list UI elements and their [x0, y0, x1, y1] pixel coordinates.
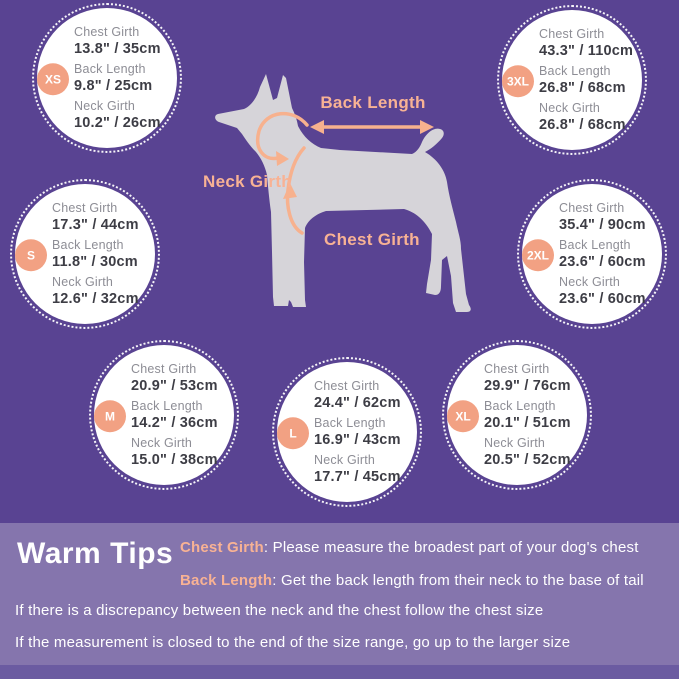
- back-length-value: 16.9" / 43cm: [314, 431, 401, 448]
- chest-girth-value: 20.9" / 53cm: [131, 377, 218, 394]
- back-length-annotation: Back Length: [320, 93, 426, 112]
- size-badge-xs: XS: [37, 63, 69, 96]
- neck-girth-label: Neck Girth: [52, 274, 114, 289]
- neck-girth-label: Neck Girth: [484, 435, 546, 450]
- neck-girth-value: 23.6" / 60cm: [559, 290, 646, 307]
- back-length-value: 23.6" / 60cm: [559, 253, 646, 270]
- chest-girth-label: Chest Girth: [539, 26, 605, 41]
- back-length-label: Back Length: [539, 63, 611, 78]
- size-circle-m: Chest Girth 20.9" / 53cm Back Length 14.…: [89, 340, 239, 490]
- chest-girth-label: Chest Girth: [484, 361, 550, 376]
- size-badge-l: L: [277, 417, 309, 450]
- tip-note-discrepancy: If there is a discrepancy between the ne…: [15, 602, 544, 619]
- dog-measurement-diagram: [215, 74, 471, 312]
- back-length-label: Back Length: [559, 237, 631, 252]
- dog-silhouette-icon: [215, 74, 471, 312]
- neck-girth-label: Neck Girth: [74, 98, 136, 113]
- footer-strip: [0, 665, 679, 679]
- neck-girth-label: Neck Girth: [131, 435, 193, 450]
- chest-girth-value: 24.4" / 62cm: [314, 394, 401, 411]
- chest-girth-label: Chest Girth: [559, 200, 625, 215]
- size-badge-2xl: 2XL: [522, 239, 554, 272]
- size-circle-xl: Chest Girth 29.9" / 76cm Back Length 20.…: [442, 340, 592, 490]
- tip-chest-girth-term: Chest Girth: [180, 539, 264, 556]
- chest-girth-value: 43.3" / 110cm: [539, 42, 634, 59]
- size-circle-xs: Chest Girth 13.8" / 35cm Back Length 9.8…: [32, 3, 182, 153]
- tip-chest-girth: Chest Girth: Please measure the broadest…: [180, 539, 639, 556]
- size-badge-xl: XL: [447, 400, 479, 433]
- chest-girth-label: Chest Girth: [131, 361, 197, 376]
- back-length-label: Back Length: [314, 415, 386, 430]
- warm-tips-heading: Warm Tips: [17, 537, 174, 570]
- back-length-label: Back Length: [131, 398, 203, 413]
- chest-girth-label: Chest Girth: [74, 24, 140, 39]
- neck-girth-label: Neck Girth: [539, 100, 601, 115]
- neck-girth-arrow: [256, 111, 309, 161]
- neck-girth-value: 17.7" / 45cm: [314, 468, 401, 485]
- chest-girth-value: 13.8" / 35cm: [74, 40, 161, 57]
- neck-girth-value: 15.0" / 38cm: [131, 451, 218, 468]
- back-length-value: 11.8" / 30cm: [52, 253, 138, 270]
- back-length-arrowhead-left: [310, 120, 324, 134]
- chest-girth-label: Chest Girth: [52, 200, 118, 215]
- size-circle-l: Chest Girth 24.4" / 62cm Back Length 16.…: [272, 357, 422, 507]
- tip-back-length-term: Back Length: [180, 572, 273, 589]
- chest-girth-value: 35.4" / 90cm: [559, 216, 646, 233]
- neck-girth-value: 20.5" / 52cm: [484, 451, 571, 468]
- back-length-label: Back Length: [74, 61, 146, 76]
- back-length-label: Back Length: [52, 237, 124, 252]
- size-badge-m: M: [94, 400, 126, 433]
- chest-girth-label: Chest Girth: [314, 378, 380, 393]
- neck-girth-value: 26.8" / 68cm: [539, 116, 626, 133]
- neck-girth-label: Neck Girth: [559, 274, 621, 289]
- size-circle-2xl: Chest Girth 35.4" / 90cm Back Length 23.…: [517, 179, 667, 329]
- back-length-value: 26.8" / 68cm: [539, 79, 626, 96]
- chest-girth-arrowhead: [283, 183, 297, 199]
- tip-back-length: Back Length: Get the back length from th…: [180, 572, 644, 589]
- warm-tips-band: [0, 523, 679, 665]
- chest-girth-annotation: Chest Girth: [324, 230, 420, 249]
- size-badge-3xl: 3XL: [502, 65, 534, 98]
- chest-girth-value: 29.9" / 76cm: [484, 377, 571, 394]
- back-length-value: 14.2" / 36cm: [131, 414, 218, 431]
- tip-chest-girth-text: : Please measure the broadest part of yo…: [263, 539, 639, 556]
- neck-girth-annotation: Neck Girth: [203, 172, 292, 191]
- tip-back-length-text: : Get the back length from their neck to…: [272, 572, 644, 589]
- size-circle-2xl-content: Chest Girth 35.4" / 90cm Back Length 23.…: [522, 184, 662, 324]
- neck-girth-arrowhead: [276, 151, 289, 166]
- back-length-value: 20.1" / 51cm: [484, 414, 571, 431]
- neck-girth-value: 12.6" / 32cm: [52, 290, 139, 307]
- neck-girth-label: Neck Girth: [314, 452, 376, 467]
- chest-girth-value: 17.3" / 44cm: [52, 216, 139, 233]
- neck-girth-value: 10.2" / 26cm: [74, 114, 161, 131]
- back-length-value: 9.8" / 25cm: [74, 77, 153, 94]
- size-circle-3xl: Chest Girth 43.3" / 110cm Back Length 26…: [497, 5, 647, 155]
- back-length-label: Back Length: [484, 398, 556, 413]
- size-badge-s: S: [15, 239, 47, 272]
- size-circle-s: Chest Girth 17.3" / 44cm Back Length 11.…: [10, 179, 160, 329]
- tip-note-size-range: If the measurement is closed to the end …: [15, 634, 571, 651]
- back-length-arrowhead-right: [420, 120, 434, 134]
